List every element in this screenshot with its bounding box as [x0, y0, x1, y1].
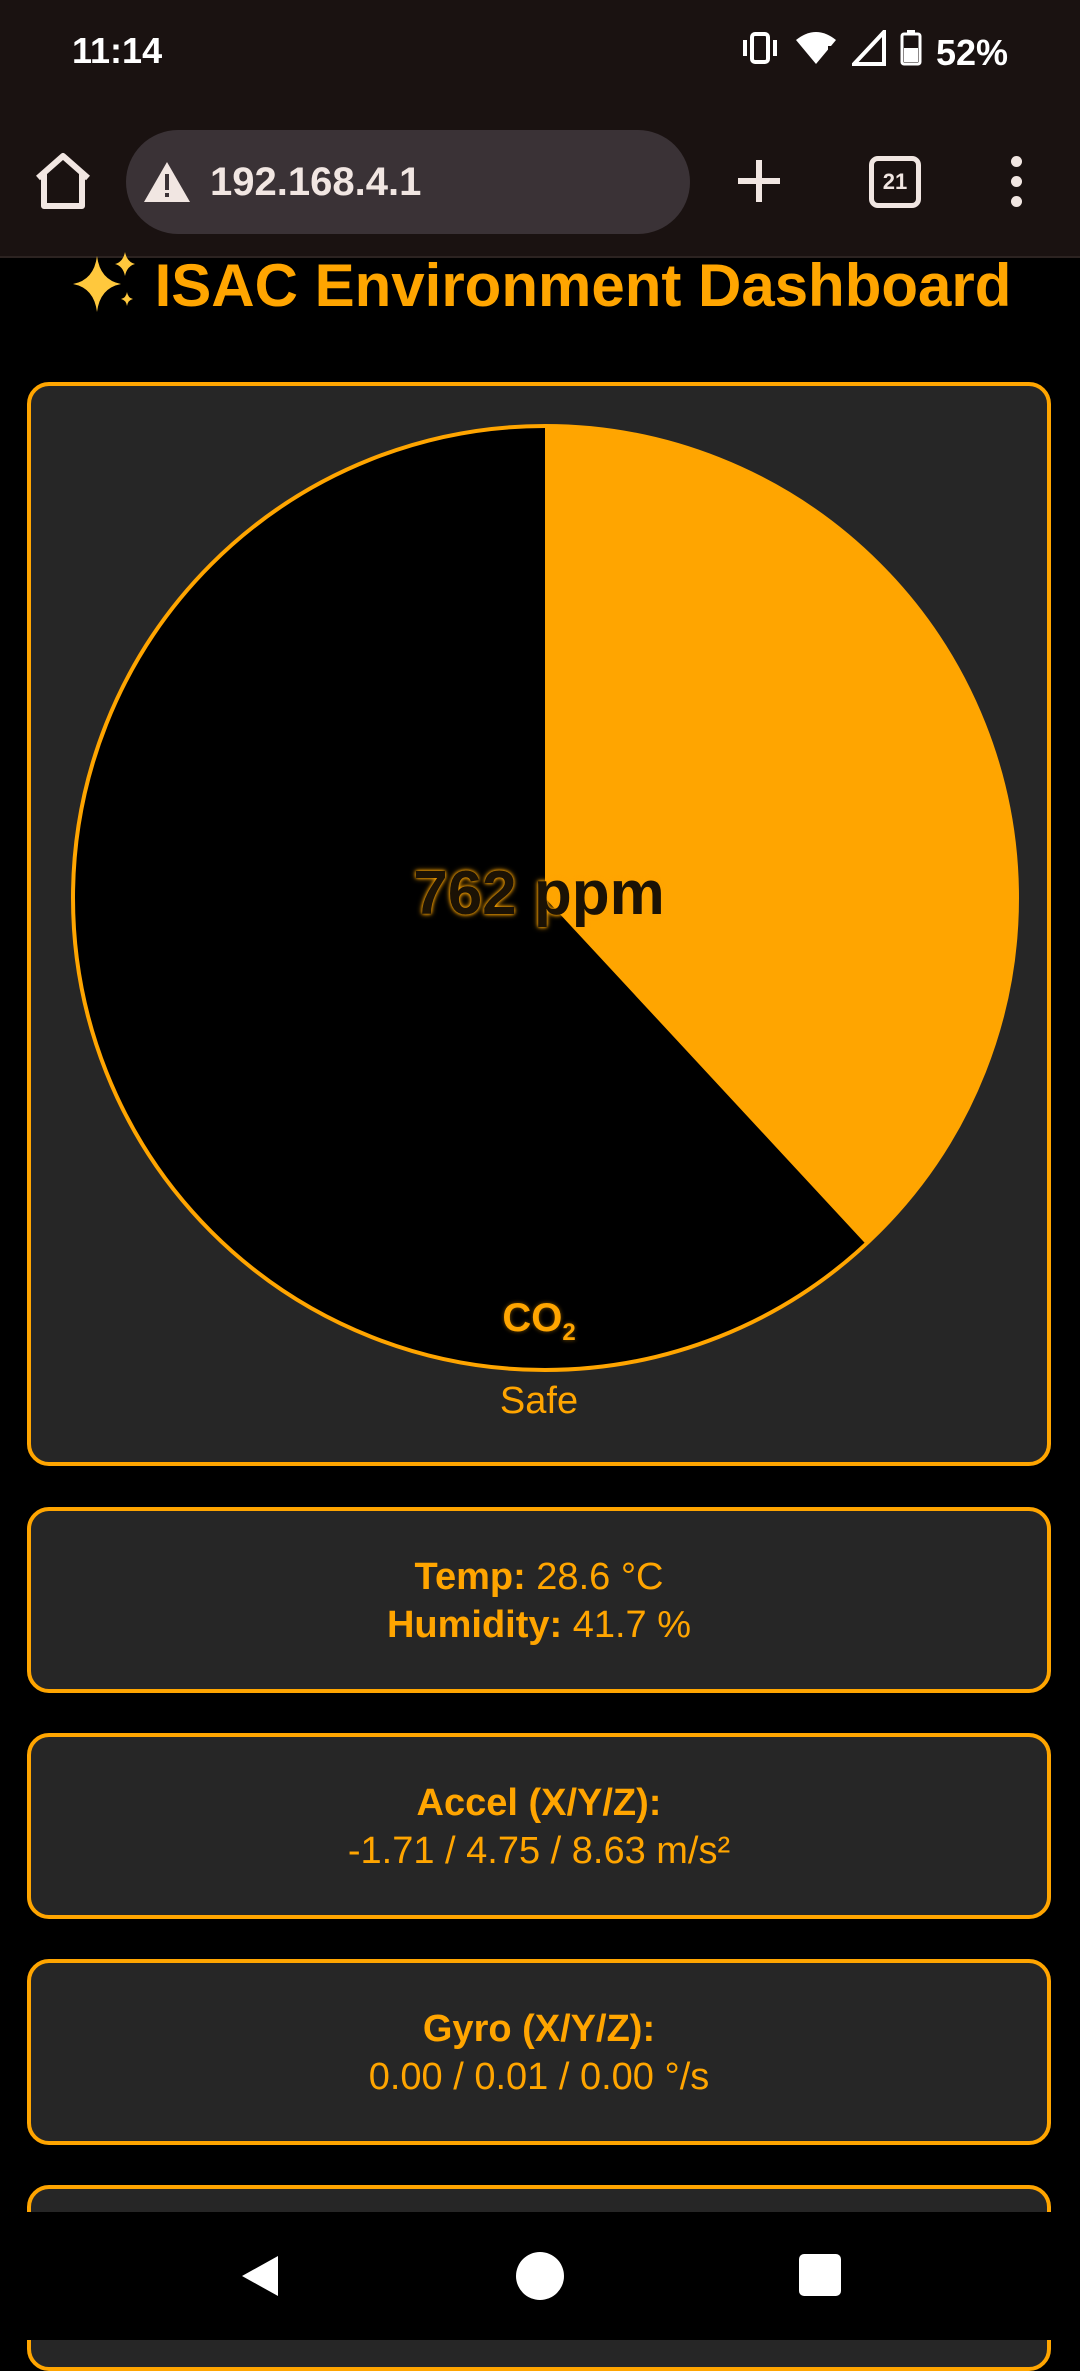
home-nav-icon[interactable]	[516, 2252, 564, 2300]
gyro-value: 0.00 / 0.01 / 0.00 °/s	[368, 2056, 710, 2098]
temp-humidity-card: Temp: 28.6 °C Humidity: 41.7 %	[27, 1507, 1051, 1693]
url-text: 192.168.4.1	[210, 160, 422, 204]
gauge-fill	[545, 426, 1017, 1245]
co2-gauge-card: 762 ppm CO2 Safe	[27, 382, 1051, 1466]
accel-card: Accel (X/Y/Z): -1.71 / 4.75 / 8.63 m/s²	[27, 1733, 1051, 1919]
accel-value: -1.71 / 4.75 / 8.63 m/s²	[347, 1830, 731, 1872]
co2-label: CO2	[31, 1296, 1047, 1347]
plus-icon	[738, 160, 780, 202]
system-nav-bar	[0, 2212, 1080, 2340]
co2-label-subscript: 2	[562, 1319, 576, 1346]
menu-dot-icon	[1011, 176, 1022, 187]
temp-label: Temp:	[414, 1556, 526, 1598]
co2-status: Safe	[499, 1380, 579, 1422]
wifi-icon	[794, 30, 838, 75]
signal-icon	[849, 26, 886, 75]
accel-label: Accel (X/Y/Z):	[416, 1782, 662, 1824]
gyro-card: Gyro (X/Y/Z): 0.00 / 0.01 / 0.00 °/s	[27, 1959, 1051, 2145]
overflow-menu-button[interactable]	[1002, 148, 1032, 214]
sparkles-icon	[69, 250, 141, 330]
co2-label-text: CO	[502, 1296, 563, 1340]
address-bar[interactable]: 192.168.4.1	[126, 130, 690, 234]
status-icons: 52%	[740, 26, 1008, 75]
home-button[interactable]	[30, 148, 96, 214]
humidity-row: Humidity: 41.7 %	[31, 1601, 1047, 1649]
gyro-label: Gyro (X/Y/Z):	[422, 2008, 656, 2050]
humidity-label: Humidity:	[386, 1604, 563, 1646]
menu-dot-icon	[1011, 196, 1022, 207]
battery-percent: 52%	[935, 31, 1008, 73]
home-icon	[36, 153, 90, 209]
page-title: ISAC Environment Dashboard	[0, 250, 1080, 330]
status-time: 11:14	[72, 30, 163, 71]
warning-icon[interactable]	[142, 160, 192, 204]
new-tab-button[interactable]	[734, 148, 784, 214]
browser-toolbar: 192.168.4.1 21	[0, 108, 1080, 258]
battery-icon	[900, 30, 922, 75]
co2-gauge	[71, 424, 1019, 1372]
back-icon[interactable]	[236, 2252, 284, 2300]
status-bar: 11:14 52%	[0, 0, 1080, 108]
menu-dot-icon	[1011, 156, 1022, 167]
co2-value: 762 ppm	[413, 859, 665, 928]
page-title-text: ISAC Environment Dashboard	[154, 251, 1012, 319]
vibrate-icon	[740, 30, 780, 75]
temp-value: 28.6 °C	[536, 1556, 664, 1598]
humidity-value: 41.7 %	[572, 1604, 692, 1646]
temp-row: Temp: 28.6 °C	[31, 1553, 1047, 1601]
recents-icon[interactable]	[799, 2254, 841, 2296]
tab-switcher-button[interactable]: 21	[869, 156, 921, 208]
